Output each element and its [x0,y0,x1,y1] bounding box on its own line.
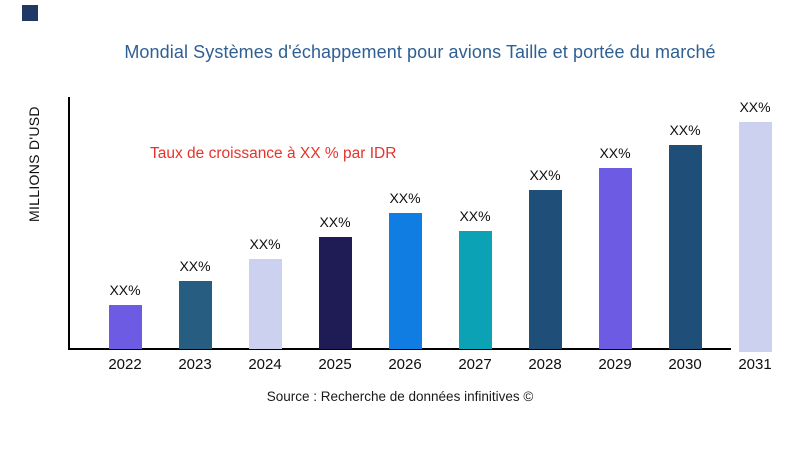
growth-rate-annotation: Taux de croissance à XX % par IDR [150,145,397,162]
y-axis-line [68,97,70,350]
bar-value-label-2030: XX% [669,122,701,138]
x-tick-label-2025: 2025 [318,356,352,373]
x-tick-label-2027: 2027 [458,356,492,373]
bar-value-label-2027: XX% [459,208,491,224]
bar-2025 [318,237,352,349]
x-tick-label-2031: 2031 [738,356,772,373]
bar-value-label-2023: XX% [179,258,211,274]
chart-title: Mondial Systèmes d'échappement pour avio… [124,42,716,62]
x-tick-label-2030: 2030 [668,356,702,373]
bar-2027 [458,231,492,349]
bar-value-label-2026: XX% [389,190,421,206]
bar-2022 [108,305,142,349]
bar-2029 [598,168,632,349]
bar-2023 [178,281,212,349]
x-tick-label-2024: 2024 [248,356,282,373]
bar-2024 [248,259,282,349]
bar-value-label-2024: XX% [249,236,281,252]
x-tick-label-2029: 2029 [598,356,632,373]
x-tick-label-2026: 2026 [388,356,422,373]
bar-value-label-2028: XX% [529,167,561,183]
bar-value-label-2022: XX% [109,282,141,298]
bar-value-label-2031: XX% [739,99,771,115]
bar-2030 [668,145,702,349]
bar-value-label-2025: XX% [319,214,351,230]
x-tick-label-2028: 2028 [528,356,562,373]
bar-value-label-2029: XX% [599,145,631,161]
bar-2028 [528,190,562,349]
x-tick-label-2022: 2022 [108,356,142,373]
x-axis-line [68,348,731,350]
logo-square-icon [22,5,38,21]
source-caption: Source : Recherche de données infinitive… [266,389,534,404]
bar-2026 [388,213,422,349]
bar-2031 [738,122,772,352]
x-tick-label-2023: 2023 [178,356,212,373]
